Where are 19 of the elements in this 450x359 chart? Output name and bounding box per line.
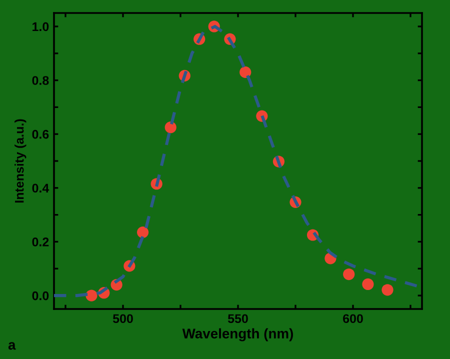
- point: [86, 290, 98, 302]
- y-tick-label: 0.8: [32, 76, 49, 85]
- y-tick-label: 0.2: [32, 238, 49, 246]
- x-tick-label: 600: [343, 314, 363, 324]
- point: [362, 278, 374, 290]
- y-tick-label: 0.0: [32, 291, 49, 300]
- y-tick-label: 0.4: [32, 184, 50, 193]
- x-tick-label: 550: [228, 314, 248, 324]
- y-axis-title: Intensity (a.u.): [14, 119, 26, 203]
- y-tick-label: 0.6: [32, 130, 49, 139]
- x-tick-label: 500: [112, 314, 133, 324]
- point: [136, 226, 149, 238]
- y-tick-label: 1.0: [32, 22, 49, 32]
- text: a: [8, 342, 16, 350]
- point: [164, 122, 176, 134]
- x-axis-title: Wavelength (nm): [182, 328, 293, 342]
- point: [240, 66, 252, 78]
- point: [343, 268, 355, 280]
- point: [382, 284, 394, 296]
